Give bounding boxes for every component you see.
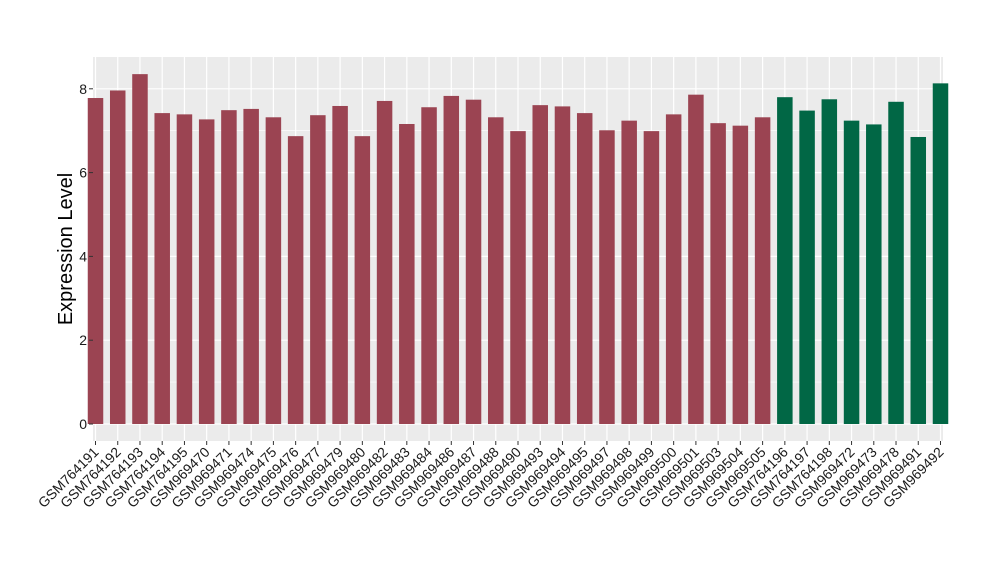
bar-GSM969494 bbox=[554, 106, 571, 424]
y-axis-title: Expression Level bbox=[55, 173, 77, 325]
bar-GSM969474 bbox=[243, 108, 259, 425]
bar-GSM969487 bbox=[465, 99, 482, 424]
bar-GSM969476 bbox=[287, 136, 304, 424]
bar-GSM969497 bbox=[599, 130, 615, 424]
bar-GSM764191 bbox=[87, 98, 104, 424]
bar-GSM764193 bbox=[132, 74, 148, 424]
bar-GSM969488 bbox=[488, 117, 504, 425]
bar-GSM969499 bbox=[643, 131, 660, 424]
bar-GSM969490 bbox=[510, 131, 526, 424]
bar-GSM764192 bbox=[109, 90, 126, 424]
bar-GSM969493 bbox=[532, 105, 548, 425]
bar-GSM969472 bbox=[843, 120, 860, 425]
y-tick-label: 2 bbox=[79, 332, 87, 348]
y-tick-label: 8 bbox=[79, 81, 87, 97]
y-tick-label: 4 bbox=[79, 248, 87, 264]
bar-GSM969478 bbox=[888, 101, 904, 424]
bar-GSM969484 bbox=[421, 107, 437, 425]
bar-GSM764195 bbox=[176, 114, 193, 424]
bar-GSM969498 bbox=[621, 120, 637, 425]
y-axis: 0 2 4 6 8 bbox=[79, 81, 93, 432]
bar-GSM969475 bbox=[265, 117, 282, 425]
x-axis: GSM764191GSM764192GSM764193GSM764194GSM7… bbox=[35, 441, 947, 511]
bar-GSM969473 bbox=[866, 124, 882, 424]
bar-GSM969483 bbox=[399, 123, 415, 424]
bar-GSM969504 bbox=[732, 125, 749, 424]
bar-GSM969477 bbox=[310, 115, 326, 425]
y-tick-label: 6 bbox=[79, 165, 87, 181]
bar-GSM969486 bbox=[443, 95, 460, 424]
bar-GSM969501 bbox=[688, 94, 704, 424]
bar-GSM764197 bbox=[799, 110, 815, 424]
bar-GSM764196 bbox=[777, 97, 793, 425]
y-tick-label: 0 bbox=[79, 416, 87, 432]
bar-GSM969470 bbox=[198, 119, 215, 425]
bar-GSM764194 bbox=[154, 113, 170, 425]
bar-GSM969505 bbox=[754, 117, 771, 425]
bar-GSM969482 bbox=[376, 100, 393, 425]
bar-GSM969503 bbox=[710, 123, 726, 425]
bar-GSM969491 bbox=[910, 136, 927, 425]
bar-GSM969495 bbox=[576, 113, 593, 425]
bar-GSM969492 bbox=[932, 83, 949, 424]
bar-GSM969500 bbox=[665, 114, 682, 424]
bar-GSM969479 bbox=[332, 105, 348, 424]
bars bbox=[87, 74, 949, 425]
bar-GSM764198 bbox=[821, 99, 838, 425]
bar-GSM969471 bbox=[221, 110, 237, 424]
bar-GSM969480 bbox=[354, 136, 371, 424]
